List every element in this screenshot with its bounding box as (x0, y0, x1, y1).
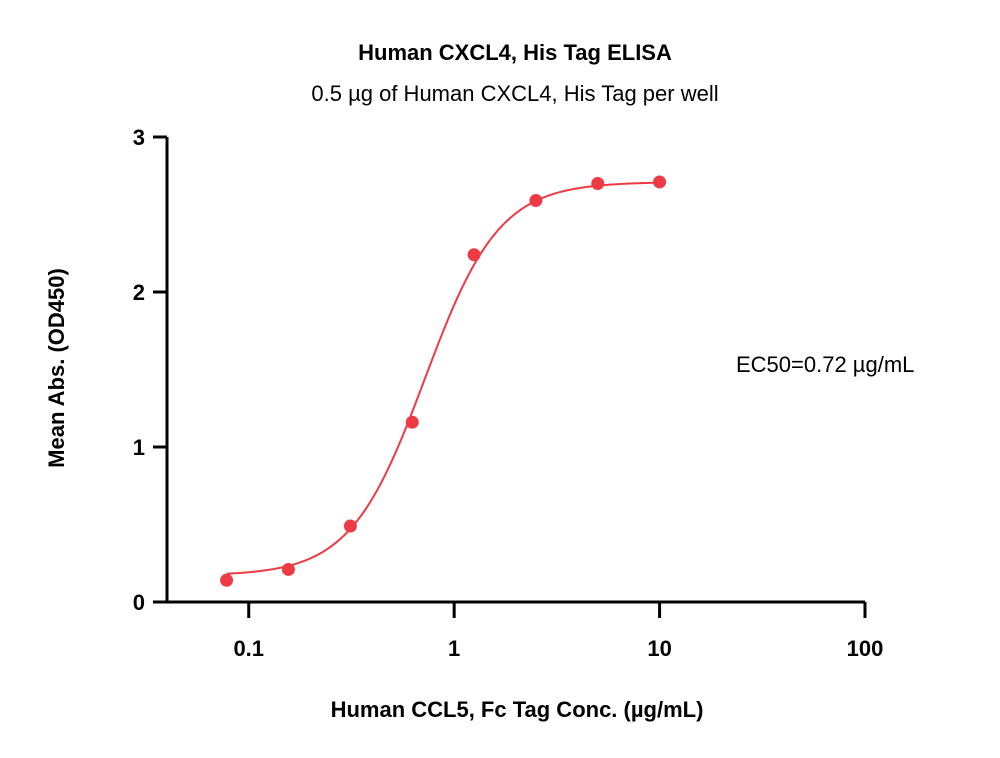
y-tick-label: 0 (133, 590, 145, 615)
axes (165, 137, 865, 604)
y-tick-label: 3 (133, 125, 145, 150)
y-tick-label: 1 (133, 435, 145, 460)
y-axis-label: Mean Abs. (OD450) (44, 268, 69, 468)
data-point (281, 562, 295, 576)
data-point (467, 248, 481, 262)
y-tick-label: 2 (133, 280, 145, 305)
x-tick-label: 1 (448, 636, 460, 661)
chart-subtitle: 0.5 µg of Human CXCL4, His Tag per well (311, 81, 718, 106)
x-axis-label: Human CCL5, Fc Tag Conc. (µg/mL) (331, 697, 704, 722)
x-tick-label: 100 (847, 636, 884, 661)
chart-title: Human CXCL4, His Tag ELISA (358, 40, 672, 65)
data-point (343, 519, 357, 533)
data-points (220, 175, 667, 587)
x-tick-label: 10 (647, 636, 671, 661)
x-tick-label: 0.1 (233, 636, 264, 661)
data-point (220, 573, 234, 587)
data-point (405, 415, 419, 429)
ec50-annotation: EC50=0.72 µg/mL (736, 352, 914, 377)
x-ticks: 0.1 1 10 100 (233, 602, 883, 661)
data-point (591, 177, 605, 190)
y-ticks: 0 1 2 3 (133, 125, 167, 615)
data-point (529, 194, 543, 208)
data-point (653, 175, 667, 189)
fit-curve (226, 181, 660, 575)
